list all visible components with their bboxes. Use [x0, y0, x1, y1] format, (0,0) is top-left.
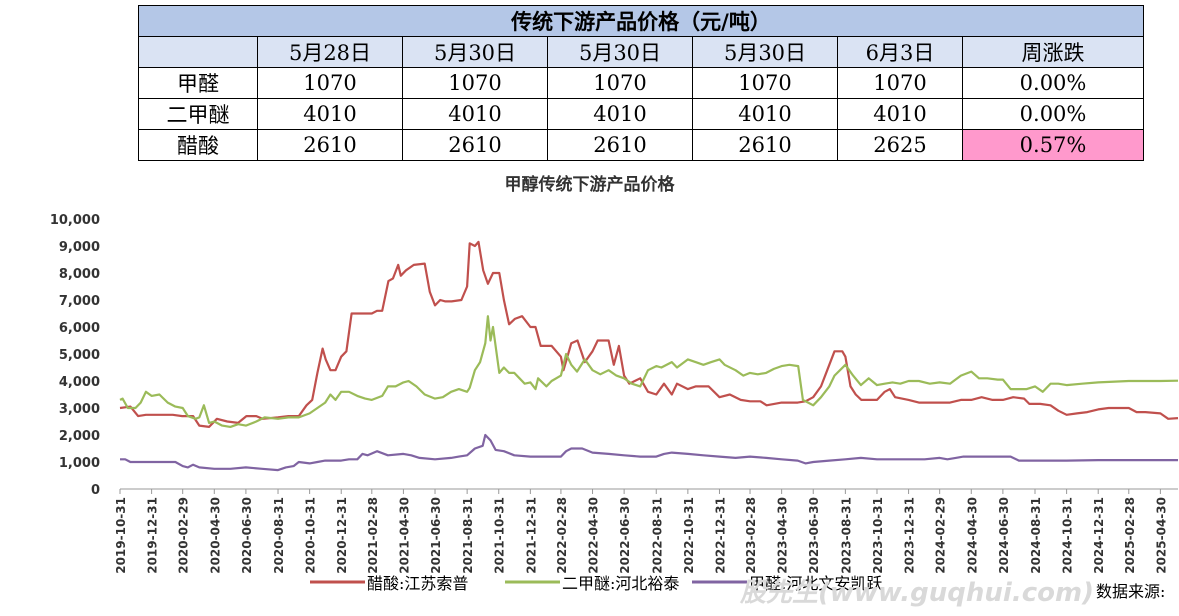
y-tick-label: 5,000 [59, 348, 100, 363]
x-tick-label: 2020-12-31 [335, 497, 349, 574]
x-tick-label: 2022-08-31 [650, 497, 664, 574]
x-tick-label: 2023-08-31 [839, 497, 853, 574]
watermark: 股先生(www.guqhui.com) [740, 578, 1094, 608]
source-label: 数据来源: [1096, 582, 1166, 601]
x-tick-label: 2021-04-30 [397, 497, 411, 574]
x-tick-label: 2023-02-28 [744, 497, 758, 574]
x-tick-label: 2022-10-31 [682, 497, 696, 574]
y-tick-label: 1,000 [59, 456, 100, 471]
x-tick-label: 2021-06-30 [429, 497, 443, 574]
legend-label: 甲醛:河北文安凯跃 [749, 574, 882, 593]
table-cell: 4010 [402, 98, 548, 130]
table-cell: 1070 [547, 67, 693, 99]
x-tick-label: 2021-02-28 [366, 497, 380, 574]
table-cell: 0.00% [961, 98, 1145, 130]
x-tick-label: 2022-12-31 [713, 497, 727, 574]
y-tick-label: 0 [91, 483, 100, 498]
y-tick-label: 2,000 [59, 429, 100, 444]
table-row: 二甲醚 4010 4010 4010 4010 4010 0.00% [138, 98, 1145, 130]
y-tick-label: 3,000 [59, 402, 100, 417]
chart-title: 甲醇传统下游产品价格 [504, 175, 675, 195]
x-tick-label: 2024-12-31 [1092, 497, 1106, 574]
table-cell: 1070 [837, 67, 963, 99]
row-label: 醋酸 [138, 129, 258, 161]
legend-label: 醋酸:江苏索普 [367, 574, 468, 593]
x-tick-label: 2020-08-31 [272, 497, 286, 574]
x-tick-label: 2023-06-30 [807, 497, 821, 574]
x-tick-label: 2022-02-28 [555, 497, 569, 574]
legend: 醋酸:江苏索普 二甲醚:河北裕泰 甲醛:河北文安凯跃 [310, 574, 882, 593]
series-line [119, 315, 1179, 428]
table-header-row: 5月28日 5月30日 5月30日 5月30日 6月3日 周涨跌 [138, 36, 1145, 68]
header-cell: 5月30日 [547, 36, 693, 68]
x-tick-label: 2024-08-31 [1029, 497, 1043, 574]
table-cell: 2610 [257, 129, 403, 161]
x-tick-label: 2024-06-30 [997, 497, 1011, 574]
x-tick-label: 2020-06-30 [240, 497, 254, 574]
table-cell: 2610 [692, 129, 838, 161]
y-tick-label: 10,000 [50, 213, 100, 228]
header-cell: 5月30日 [692, 36, 838, 68]
y-tick-label: 4,000 [59, 375, 100, 390]
x-tick-label: 2024-10-31 [1061, 497, 1075, 574]
header-cell: 5月28日 [257, 36, 403, 68]
x-tick-label: 2021-12-31 [524, 497, 538, 574]
y-tick-label: 6,000 [59, 321, 100, 336]
x-tick-label: 2023-04-30 [776, 497, 790, 574]
table-title: 传统下游产品价格（元/吨） [137, 5, 1145, 37]
y-tick-label: 8,000 [59, 267, 100, 282]
price-table: 传统下游产品价格（元/吨） 5月28日 5月30日 5月30日 5月30日 6月… [137, 5, 1145, 161]
table-cell-highlighted: 0.57% [961, 129, 1145, 161]
x-tick-label: 2024-04-30 [965, 497, 979, 574]
y-tick-label: 9,000 [59, 240, 100, 255]
header-cell: 周涨跌 [961, 36, 1145, 68]
table-cell: 1070 [692, 67, 838, 99]
x-tick-label: 2020-02-29 [177, 497, 191, 574]
x-tick-label: 2022-04-30 [587, 497, 601, 574]
x-tick-label: 2023-10-31 [871, 497, 885, 574]
table-cell: 4010 [692, 98, 838, 130]
x-tick-label: 2024-02-29 [934, 497, 948, 574]
x-tick-label: 2020-10-31 [304, 497, 318, 574]
x-tick-label: 2025-02-28 [1123, 497, 1137, 574]
y-tick-label: 7,000 [59, 294, 100, 309]
table-cell: 0.00% [961, 67, 1145, 99]
x-tick-label: 2021-08-31 [461, 497, 475, 574]
x-axis: 2019-10-31 2019-12-31 2020-02-29 2020-04-30… [114, 488, 1178, 574]
table-cell: 4010 [257, 98, 403, 130]
legend-label: 二甲醚:河北裕泰 [562, 574, 679, 593]
header-cell: 5月30日 [402, 36, 548, 68]
series-line [120, 433, 1178, 472]
x-tick-label: 2023-12-31 [903, 497, 917, 574]
x-tick-label: 2022-06-30 [618, 497, 632, 574]
series-line [119, 240, 1179, 428]
x-tick-label: 2021-10-31 [493, 497, 507, 574]
x-tick-label: 2019-10-31 [114, 497, 128, 574]
table-cell: 2625 [837, 129, 963, 161]
series-lines [119, 240, 1179, 472]
x-tick-label: 2020-04-30 [208, 497, 222, 574]
x-tick-label: 2019-12-31 [146, 497, 160, 574]
header-cell: 6月3日 [837, 36, 963, 68]
table-row: 醋酸 2610 2610 2610 2610 2625 0.57% [138, 129, 1145, 161]
y-axis: 10,000 9,000 8,000 7,000 6,000 5,000 4,000 3,00… [50, 213, 100, 498]
row-label: 甲醛 [138, 67, 258, 99]
x-tick-label: 2025-04-30 [1154, 497, 1168, 574]
table-row: 甲醛 1070 1070 1070 1070 1070 0.00% [138, 67, 1145, 99]
